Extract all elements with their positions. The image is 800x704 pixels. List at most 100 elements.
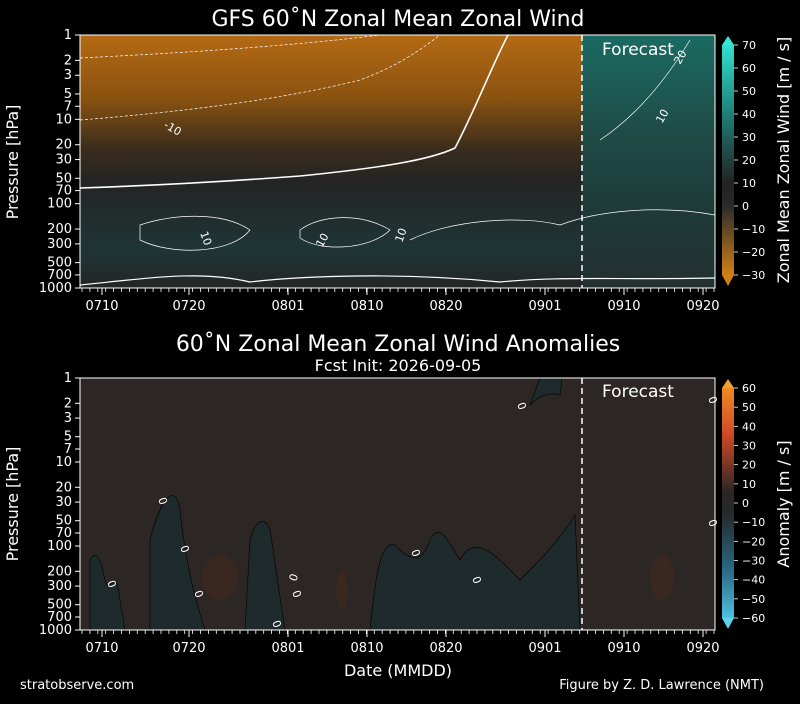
chart2-y-tick-label: 300 bbox=[47, 579, 72, 594]
chart1-colorbar-tick-label: 10 bbox=[742, 177, 756, 190]
chart2-x-axis-label: Date (MMDD) bbox=[344, 661, 452, 680]
chart2-contour-label: 0 bbox=[155, 496, 170, 507]
chart2-y-tick-label: 1 bbox=[64, 371, 72, 386]
chart2-x-tick-label: 0920 bbox=[686, 641, 719, 656]
chart1-y-tick-label: 100 bbox=[47, 197, 72, 212]
chart1-y-tick-label: 20 bbox=[55, 138, 72, 153]
chart2-x-tick-label: 0710 bbox=[85, 641, 118, 656]
chart1-colorbar-tick-label: −30 bbox=[742, 269, 765, 282]
chart2-colorbar-tick-label: 20 bbox=[742, 459, 756, 472]
chart1-zero-contour bbox=[79, 34, 509, 189]
chart2-y-tick-label: 500 bbox=[47, 598, 72, 613]
chart1-field-hindcast bbox=[80, 35, 582, 288]
chart1-plot-area: -10 10 10 10 10 20 Forecast bbox=[79, 34, 716, 289]
chart1-contour-label: 20 bbox=[671, 48, 689, 67]
chart2-positive-blob bbox=[336, 572, 348, 608]
chart2-colorbar-tick-label: −20 bbox=[742, 535, 765, 548]
chart1-colorbar-label: Zonal Mean Zonal Wind [m / s] bbox=[774, 37, 793, 283]
chart2-contour-label: 0 bbox=[469, 575, 484, 586]
chart2-positive-blob bbox=[202, 556, 238, 600]
chart2-y-tick-label: 700 bbox=[47, 610, 72, 625]
chart1-y-tick-label: 50 bbox=[55, 171, 72, 186]
chart2-colorbar-extend-top bbox=[722, 379, 734, 388]
chart2-y-tick-label: 10 bbox=[55, 455, 72, 470]
chart1-x-tick-label: 0920 bbox=[686, 299, 719, 314]
chart1-colorbar-tick-label: 40 bbox=[742, 108, 756, 121]
chart1-x-tick-label: 0720 bbox=[172, 299, 205, 314]
chart2-contour-label: 0 bbox=[705, 518, 720, 529]
chart2-y-tick-label: 70 bbox=[55, 526, 72, 541]
chart1-y-tick-label: 2 bbox=[64, 53, 72, 68]
chart1-contour-label: 10 bbox=[197, 230, 214, 248]
chart1-colorbar-tick-label: 50 bbox=[742, 85, 756, 98]
chart1-contour-minus10 bbox=[79, 34, 381, 59]
chart1-x-tick-label: 0910 bbox=[607, 299, 640, 314]
chart2-title: 60˚N Zonal Mean Zonal Wind Anomalies bbox=[176, 332, 620, 357]
chart2-colorbar: 60 50 40 30 20 10 0 −10 −20 −30 −40 −50 −60 Anomaly … bbox=[722, 379, 793, 629]
chart2-y-tick-label: 200 bbox=[47, 564, 72, 579]
chart2-y-tick-label: 5 bbox=[64, 430, 72, 445]
chart2-y-tick-label: 30 bbox=[55, 495, 72, 510]
chart2-contour-label: 0 bbox=[514, 401, 529, 412]
chart2-contour-label: 0 bbox=[289, 589, 304, 600]
chart2-y-tick-label: 7 bbox=[64, 442, 72, 457]
chart2-y-tick-label: 20 bbox=[55, 480, 72, 495]
chart2-negative-region bbox=[244, 521, 286, 631]
chart2-frame bbox=[79, 377, 716, 631]
chart2-colorbar-tick-label: 50 bbox=[742, 401, 756, 414]
chart1-colorbar-tick-label: −10 bbox=[742, 223, 765, 236]
chart1-y-tick-label: 1 bbox=[64, 28, 72, 43]
chart2-contour-label: 0 bbox=[705, 395, 720, 406]
chart2-colorbar-tick-label: 10 bbox=[742, 478, 756, 491]
chart2-negative-region bbox=[529, 377, 563, 406]
chart1-y-tick-label: 70 bbox=[55, 184, 72, 199]
chart1-x-tick-label: 0820 bbox=[429, 299, 462, 314]
chart1-frame bbox=[79, 34, 716, 289]
chart1-colorbar-tick-label: −20 bbox=[742, 246, 765, 259]
chart1-contour-label: 10 bbox=[653, 107, 671, 126]
chart2-y-tick-label: 3 bbox=[64, 411, 72, 426]
chart1-contour-20 bbox=[599, 39, 691, 141]
chart2-y-tick-label: 100 bbox=[47, 539, 72, 554]
chart2-y-tick-label: 50 bbox=[55, 514, 72, 529]
chart2-x-tick-label: 0801 bbox=[271, 641, 304, 656]
chart2-positive-blob bbox=[650, 556, 674, 600]
chart2-contour-label: 0 bbox=[408, 548, 423, 559]
chart2-colorbar-label: Anomaly [m / s] bbox=[774, 440, 793, 567]
chart1-forecast-label: Forecast bbox=[602, 40, 674, 60]
chart1-colorbar-tick-label: 20 bbox=[742, 154, 756, 167]
chart2-colorbar-tick-label: 0 bbox=[742, 497, 749, 510]
chart1-x-tick-label: 0710 bbox=[85, 299, 118, 314]
chart1-y-tick-label: 7 bbox=[64, 99, 72, 114]
footer-source: stratobserve.com bbox=[20, 678, 134, 693]
chart2-negative-region bbox=[369, 513, 581, 631]
chart1-x-tick-label: 0801 bbox=[271, 299, 304, 314]
chart1-contour-10-a bbox=[139, 215, 251, 251]
chart1-title: GFS 60˚N Zonal Mean Zonal Wind bbox=[211, 7, 584, 32]
chart1-y-tick-label: 30 bbox=[55, 153, 72, 168]
chart2-x-tick-label: 0720 bbox=[172, 641, 205, 656]
chart1-contour-label: 10 bbox=[313, 231, 331, 250]
chart1-x-tick-label: 0901 bbox=[528, 299, 561, 314]
chart2-y-axis-label: Pressure [hPa] bbox=[3, 447, 22, 562]
chart1-near-surface-contour bbox=[79, 275, 716, 286]
chart1-contour-label: 10 bbox=[393, 226, 410, 244]
chart2-negative-region bbox=[89, 555, 126, 631]
chart1-contour-10-c bbox=[409, 209, 716, 241]
chart1-contour-10-b bbox=[299, 217, 391, 248]
footer-credit: Figure by Z. D. Lawrence (NMT) bbox=[559, 678, 764, 693]
chart2-contour-label: 0 bbox=[269, 619, 284, 630]
chart2-colorbar-body bbox=[722, 388, 734, 618]
chart1-y-axis-label: Pressure [hPa] bbox=[3, 105, 22, 220]
chart2-forecast-label: Forecast bbox=[602, 382, 674, 402]
chart2-x-tick-label: 0820 bbox=[429, 641, 462, 656]
chart2-colorbar-tick-label: 30 bbox=[742, 440, 756, 453]
chart2-x-axis: 0710 0720 0801 0810 0820 0901 0910 0920 bbox=[81, 630, 720, 656]
chart1-colorbar-tick-label: 0 bbox=[742, 200, 749, 213]
chart1-colorbar: 70 60 50 40 30 20 10 0 −10 −20 −30 Zonal Mean Zona… bbox=[722, 36, 793, 286]
chart2-x-tick-label: 0910 bbox=[607, 641, 640, 656]
chart1-colorbar-tick-label: 30 bbox=[742, 131, 756, 144]
chart2-contour-label: 0 bbox=[191, 589, 206, 600]
chart2-colorbar-tick-label: 60 bbox=[742, 382, 756, 395]
